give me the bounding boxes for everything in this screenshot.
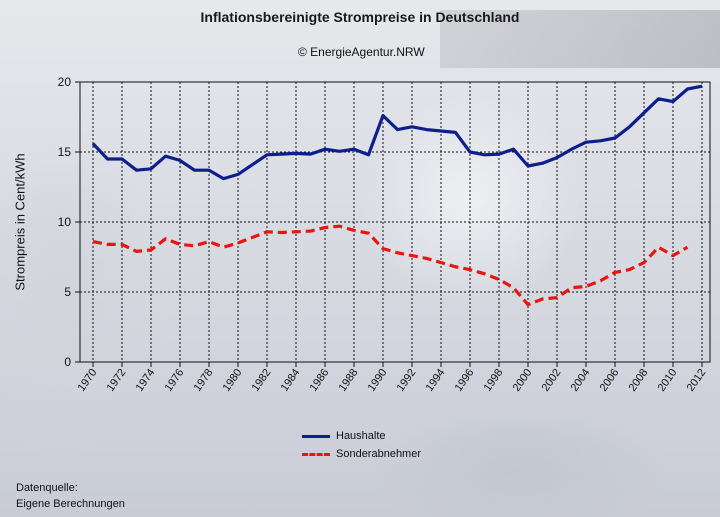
legend: Haushalte Sonderabnehmer [302, 427, 421, 463]
x-tick-label-1980: 1980 [221, 367, 245, 394]
x-tick-label-1994: 1994 [424, 367, 448, 394]
legend-label-sonderabnehmer: Sonderabnehmer [336, 448, 422, 460]
x-tick-label-2002: 2002 [540, 367, 564, 394]
series-line-sonderabnehmer [92, 224, 689, 307]
y-tick-label-10: 10 [58, 215, 72, 229]
series-layer [91, 84, 703, 307]
x-tick-label-1988: 1988 [337, 367, 361, 394]
y-tick-label-5: 5 [64, 285, 71, 299]
chart-title: Inflationsbereinigte Strompreise in Deut… [200, 9, 520, 25]
x-tick-label-1982: 1982 [250, 367, 274, 394]
legend-item-sonderabnehmer: Sonderabnehmer [302, 445, 421, 463]
axis-layer [75, 81, 711, 367]
data-source-note: Datenquelle: Eigene Berechnungen [16, 480, 125, 512]
x-tick-label-1996: 1996 [453, 367, 477, 394]
x-tick-label-1970: 1970 [76, 367, 100, 394]
x-tick-label-1984: 1984 [279, 367, 303, 394]
y-tick-label-15: 15 [58, 145, 72, 159]
legend-swatch-haushalte [302, 434, 330, 438]
x-tick-label-2000: 2000 [511, 367, 535, 394]
source-line-2: Eigene Berechnungen [16, 498, 125, 510]
electricity-meter-counter-background [440, 10, 720, 68]
source-line-1: Datenquelle: [16, 482, 78, 494]
x-tick-label-1974: 1974 [134, 367, 158, 394]
x-tick-label-1998: 1998 [482, 367, 506, 394]
x-tick-label-1986: 1986 [308, 367, 332, 394]
x-tick-label-1978: 1978 [192, 367, 216, 394]
series-line-haushalte [91, 84, 703, 181]
y-tick-label-20: 20 [58, 75, 72, 89]
legend-item-haushalte: Haushalte [302, 427, 421, 445]
copyright-note: © EnergieAgentur.NRW [298, 45, 425, 59]
legend-label-haushalte: Haushalte [336, 430, 386, 442]
x-tick-label-1992: 1992 [395, 367, 419, 394]
x-tick-label-1990: 1990 [366, 367, 390, 394]
y-tick-label-0: 0 [64, 355, 71, 369]
x-tick-label-2008: 2008 [627, 367, 651, 394]
x-tick-label-1976: 1976 [163, 367, 187, 394]
legend-swatch-sonderabnehmer [302, 452, 330, 456]
x-tick-label-2012: 2012 [685, 367, 709, 394]
x-tick-label-2004: 2004 [569, 367, 593, 394]
x-tick-label-2006: 2006 [598, 367, 622, 394]
x-tick-label-2010: 2010 [656, 367, 680, 394]
x-tick-label-1972: 1972 [105, 367, 129, 394]
grid-layer [80, 82, 710, 362]
